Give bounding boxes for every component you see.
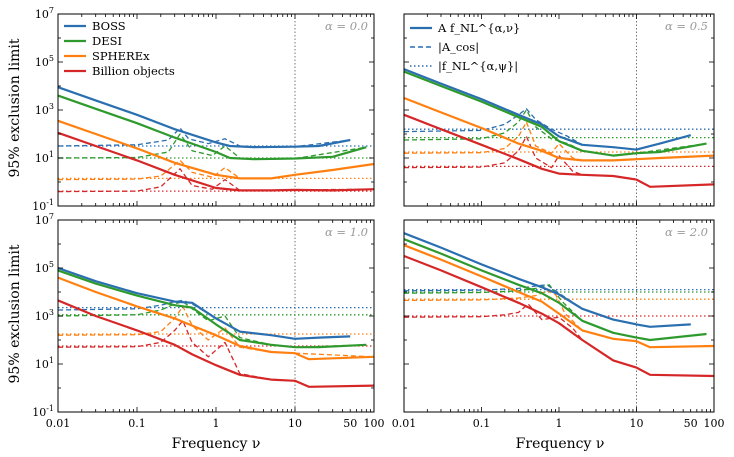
- y-axis-label-top: 95% exclusion limit: [7, 38, 23, 177]
- x-tick-label: 1: [213, 417, 220, 430]
- y-tick-label: 103: [35, 102, 54, 117]
- y-tick-label: 10-1: [32, 198, 54, 213]
- style-legend-label-dashed: |A_cos|: [438, 40, 479, 55]
- solid-line-spherex: [404, 96, 714, 162]
- y-tick-label: 101: [35, 150, 54, 165]
- x-tick-label: 1: [556, 417, 563, 430]
- y-tick-label: 107: [35, 6, 54, 21]
- x-axis-label-right: Frequency ν: [516, 436, 605, 452]
- solid-line-boss: [58, 86, 351, 149]
- x-tick-label: 0.01: [46, 417, 71, 430]
- x-tick-label: 100: [704, 417, 725, 430]
- y-tick-label: 10-1: [32, 404, 54, 419]
- legend-label-boss: BOSS: [92, 19, 126, 33]
- plot-area-1: [404, 14, 714, 206]
- solid-line-desi: [58, 269, 367, 349]
- style-legend-label-dotted: |f_NL^{α,ψ}|: [438, 59, 518, 74]
- solid-line-billion-objects: [404, 113, 714, 188]
- x-tick-label: 50: [343, 417, 357, 430]
- solid-line-desi: [58, 94, 367, 161]
- x-tick-label: 0.1: [128, 417, 146, 430]
- alpha-label: α = 0.0: [325, 19, 368, 33]
- solid-line-spherex: [58, 276, 374, 361]
- x-tick-label: 0.1: [473, 417, 491, 430]
- solid-line-spherex: [58, 119, 374, 180]
- x-tick-label: 0.01: [392, 417, 417, 430]
- alpha-label: α = 2.0: [665, 225, 708, 239]
- y-tick-label: 103: [35, 308, 54, 323]
- y-tick-label: 107: [35, 212, 54, 227]
- x-tick-label: 10: [288, 417, 302, 430]
- x-tick-label: 50: [684, 417, 698, 430]
- solid-line-billion-objects: [58, 131, 374, 192]
- solid-line-spherex: [404, 244, 714, 349]
- solid-line-boss: [404, 232, 691, 328]
- panel-3: 0.01 0.1 1 10 50 100 α = 2.0: [392, 219, 725, 430]
- alpha-label: α = 1.0: [325, 225, 368, 239]
- y-tick-label: 101: [35, 356, 54, 371]
- x-tick-label: 10: [630, 417, 644, 430]
- x-tick-label: 100: [364, 417, 385, 430]
- plot-area-2: [58, 220, 374, 412]
- plot-area-3: [404, 220, 714, 412]
- panel-0: 10-1 101 103 105 107 α = 0.0: [32, 6, 375, 213]
- panel-1: α = 0.5: [403, 13, 715, 207]
- dashed-line-desi: [58, 300, 367, 348]
- panel-2: 10-1 101 103 105 107 0.01 0.1 1 10 50 100 α = 1.0: [32, 212, 384, 430]
- y-tick-label: 105: [35, 260, 54, 275]
- solid-line-desi: [404, 238, 707, 342]
- style-legend-label-solid: A f_NL^{α,ν}: [437, 21, 520, 35]
- x-axis-label-left: Frequency ν: [172, 436, 261, 452]
- solid-line-boss: [404, 68, 691, 151]
- solid-line-boss: [58, 266, 351, 340]
- y-axis-label-bottom: 95% exclusion limit: [7, 244, 23, 383]
- plot-area-0: [58, 14, 374, 206]
- solid-line-billion-objects: [58, 299, 374, 388]
- legend-label-desi: DESI: [92, 34, 122, 48]
- dashed-line-boss: [404, 108, 691, 151]
- alpha-label: α = 0.5: [665, 19, 708, 33]
- legend-label-billion-objects: Billion objects: [92, 64, 175, 78]
- solid-line-billion-objects: [404, 254, 714, 378]
- solid-line-desi: [404, 70, 707, 157]
- y-tick-label: 105: [35, 54, 54, 69]
- legend-label-spherex: SPHEREx: [92, 49, 150, 63]
